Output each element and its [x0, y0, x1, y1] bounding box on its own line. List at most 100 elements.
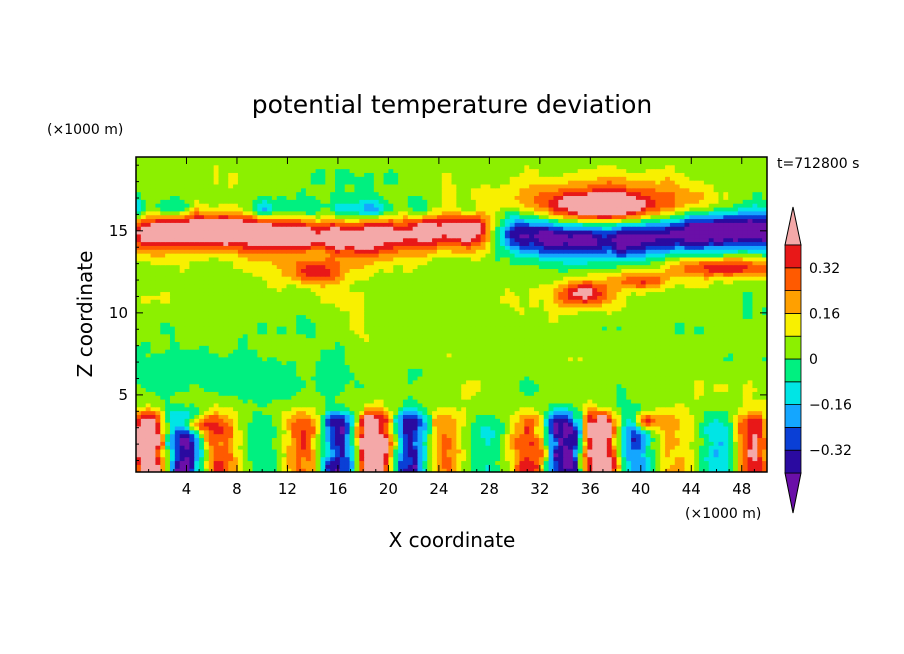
- field-cell: [281, 356, 288, 362]
- field-cell: [252, 356, 258, 362]
- field-cell: [378, 383, 385, 389]
- field-cell: [160, 329, 166, 335]
- field-cell: [495, 456, 501, 462]
- field-cell: [233, 448, 239, 454]
- field-cell: [718, 422, 724, 427]
- field-cell: [645, 468, 652, 472]
- field-cell: [150, 333, 157, 339]
- field-cell: [155, 452, 161, 458]
- field-cell: [500, 364, 506, 369]
- field-cell: [757, 349, 763, 354]
- field-cell: [621, 406, 627, 412]
- field-cell: [577, 445, 584, 450]
- field-cell: [291, 337, 297, 342]
- field-cell: [320, 456, 326, 462]
- field-cell: [674, 406, 681, 412]
- field-cell: [296, 391, 302, 396]
- field-cell: [601, 387, 608, 392]
- field-cell: [480, 387, 487, 392]
- field-cell: [242, 356, 249, 362]
- field-cell: [723, 333, 729, 339]
- field-cell: [572, 372, 579, 377]
- field-cell: [208, 445, 215, 450]
- field-cell: [179, 349, 186, 354]
- field-cell: [674, 456, 681, 462]
- field-cell: [213, 395, 220, 400]
- field-cell: [305, 360, 312, 366]
- field-cell: [373, 448, 380, 454]
- field-cell: [529, 433, 535, 439]
- field-cell: [567, 425, 574, 431]
- field-cell: [267, 429, 273, 435]
- field-cell: [402, 326, 409, 331]
- field-cell: [291, 329, 297, 335]
- field-cell: [679, 441, 686, 446]
- field-cell: [601, 402, 608, 408]
- field-cell: [441, 468, 448, 472]
- field-cell: [320, 326, 326, 331]
- field-cell: [621, 356, 627, 362]
- field-cell: [432, 441, 438, 446]
- field-cell: [335, 337, 341, 342]
- field-cell: [519, 418, 525, 423]
- field-cell: [427, 406, 433, 412]
- field-cell: [383, 364, 389, 369]
- field-cell: [466, 402, 472, 408]
- field-cell: [475, 452, 482, 458]
- field-cell: [296, 460, 302, 465]
- field-cell: [281, 437, 288, 442]
- field-cell: [422, 468, 428, 472]
- field-cell: [432, 360, 438, 366]
- field-cell: [184, 437, 190, 442]
- field-cell: [480, 425, 487, 431]
- field-cell: [684, 379, 690, 385]
- field-cell: [373, 402, 380, 408]
- field-cell: [587, 349, 593, 354]
- field-cell: [242, 437, 249, 442]
- field-cell: [349, 406, 356, 412]
- field-cell: [742, 356, 749, 362]
- field-cell: [626, 391, 632, 396]
- field-cell: [393, 352, 399, 358]
- field-cell: [699, 437, 705, 442]
- field-cell: [301, 456, 307, 462]
- field-cell: [160, 464, 166, 469]
- field-cell: [398, 341, 404, 346]
- field-cell: [534, 452, 540, 458]
- field-cell: [364, 391, 370, 396]
- field-cell: [524, 410, 530, 415]
- field-cell: [267, 372, 273, 377]
- field-cell: [417, 456, 423, 462]
- field-cell: [650, 368, 656, 373]
- field-cell: [737, 456, 744, 462]
- field-cell: [136, 333, 142, 339]
- field-cell: [572, 375, 579, 381]
- field-cell: [242, 368, 249, 373]
- field-cell: [155, 433, 161, 439]
- field-cell: [558, 356, 564, 362]
- field-cell: [601, 406, 608, 412]
- field-cell: [267, 414, 273, 419]
- field-cell: [500, 468, 506, 472]
- field-cell: [708, 429, 715, 435]
- field-cell: [301, 418, 307, 423]
- field-cell: [378, 464, 385, 469]
- field-cell: [155, 329, 161, 335]
- field-cell: [145, 329, 152, 335]
- field-cell: [184, 418, 190, 423]
- field-cell: [388, 418, 394, 423]
- field-cell: [587, 429, 593, 435]
- field-cell: [247, 460, 254, 465]
- field-cell: [276, 437, 283, 442]
- field-cell: [398, 333, 404, 339]
- field-cell: [335, 452, 341, 458]
- field-cell: [621, 445, 627, 450]
- field-cell: [519, 429, 525, 435]
- field-cell: [635, 414, 642, 419]
- field-cell: [640, 441, 647, 446]
- field-cell: [208, 399, 215, 404]
- field-cell: [567, 349, 574, 354]
- field-cell: [432, 460, 438, 465]
- field-cell: [742, 349, 749, 354]
- field-cell: [611, 452, 618, 458]
